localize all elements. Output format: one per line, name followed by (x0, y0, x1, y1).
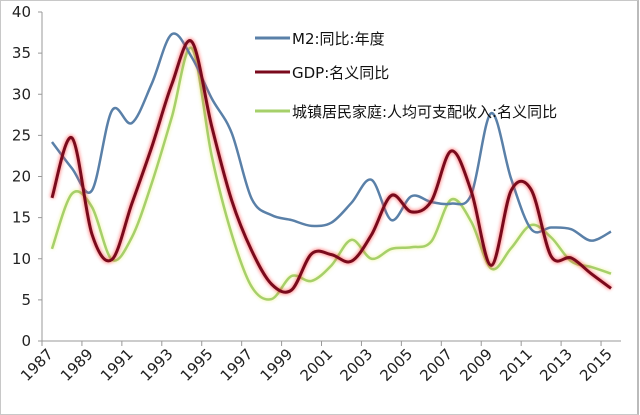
legend-label: M2:同比:年度 (292, 30, 385, 48)
y-tick-label: 35 (12, 44, 31, 62)
legend-item: GDP:名义同比 (255, 64, 389, 82)
income-line (50, 46, 612, 301)
legend-item: M2:同比:年度 (255, 30, 385, 48)
axes: 0 5 10 15 20 25 30 35 40 1987 1989 1991 1993 1995 1997… (12, 3, 621, 385)
y-tick-label: 5 (21, 291, 31, 309)
income-line-glow (50, 45, 612, 302)
y-tick-label: 20 (12, 168, 31, 186)
x-tick-label: 2009 (456, 345, 496, 385)
y-tick-label: 30 (12, 85, 31, 103)
x-tick-label: 1989 (57, 345, 97, 385)
x-tick-label: 1987 (17, 345, 57, 385)
x-tick-label: 1993 (137, 345, 177, 385)
y-tick-label: 10 (12, 250, 31, 268)
x-tick-label: 2007 (416, 345, 456, 385)
y-tick-label: 0 (21, 332, 31, 350)
x-tick-label: 2003 (337, 345, 377, 385)
x-tick-label: 1995 (177, 345, 217, 385)
x-tick-label: 1991 (97, 345, 137, 385)
legend-label: GDP:名义同比 (292, 64, 389, 82)
y-tick-label: 15 (12, 209, 31, 227)
x-tick-label: 2013 (536, 345, 576, 385)
x-tick-label: 2011 (496, 345, 536, 385)
x-tick-label: 2005 (376, 345, 416, 385)
x-tick-label: 1997 (217, 345, 257, 385)
legend-item: 城镇居民家庭:人均可支配收入:名义同比 (255, 103, 557, 121)
gdp-line (50, 39, 612, 294)
x-tick-label: 2015 (576, 345, 616, 385)
x-tick-label: 2001 (297, 345, 337, 385)
legend-label: 城镇居民家庭:人均可支配收入:名义同比 (292, 103, 557, 121)
y-tick-label: 40 (12, 3, 31, 21)
series-lines (49, 32, 613, 302)
x-tick-label: 1999 (257, 345, 297, 385)
y-tick-label: 25 (12, 126, 31, 144)
